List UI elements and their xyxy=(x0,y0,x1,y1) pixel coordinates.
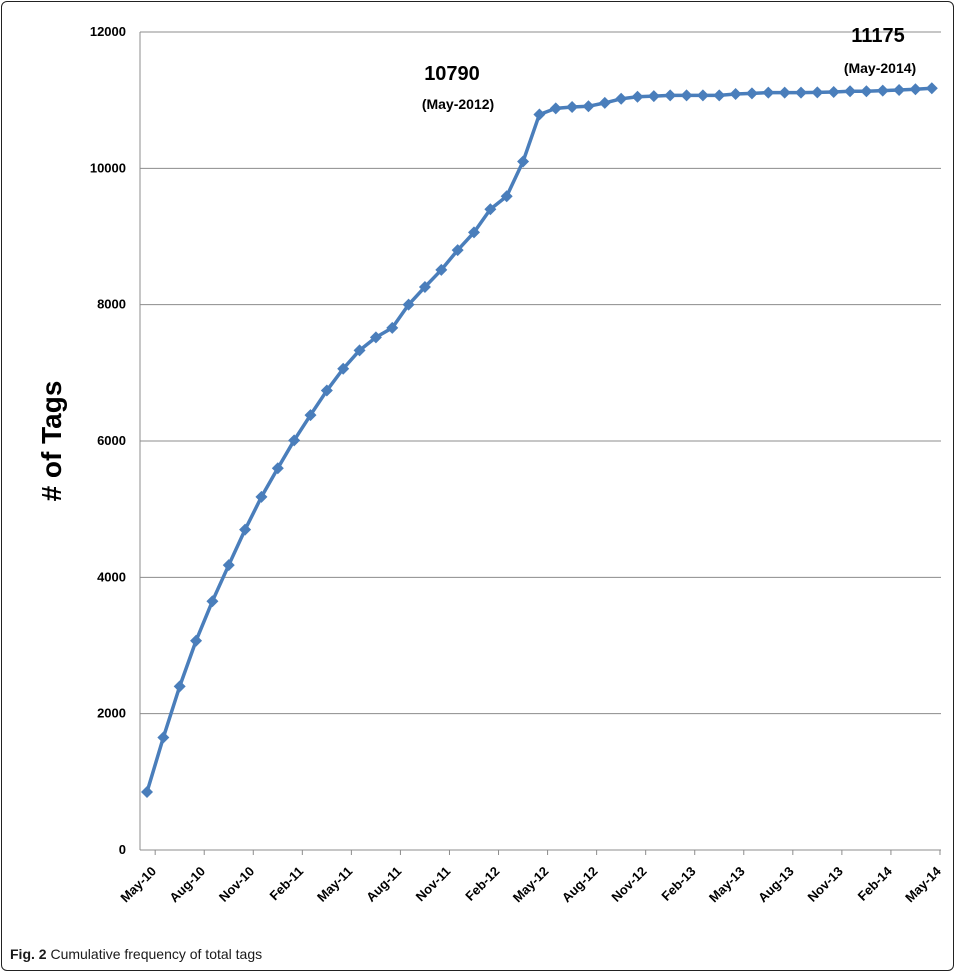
data-point xyxy=(435,263,448,276)
y-tick-label: 2000 xyxy=(97,706,126,721)
data-point xyxy=(141,786,153,799)
x-tick-label: May-12 xyxy=(510,864,552,906)
data-point xyxy=(288,434,301,447)
x-tick-label: Nov-12 xyxy=(608,864,649,905)
data-point xyxy=(566,100,579,113)
x-tick-label: Aug-13 xyxy=(755,864,797,906)
x-tick-label: May-14 xyxy=(902,863,944,905)
data-point xyxy=(860,85,873,98)
data-point xyxy=(827,85,840,98)
data-point xyxy=(353,344,366,357)
data-point xyxy=(582,100,595,113)
y-tick-label: 12000 xyxy=(90,24,126,39)
data-point xyxy=(664,89,677,102)
data-point xyxy=(909,83,922,96)
data-point xyxy=(795,86,807,99)
x-tick-label: Feb-13 xyxy=(658,864,698,904)
data-point xyxy=(647,90,660,103)
x-tick-label: May-11 xyxy=(314,864,355,905)
data-point xyxy=(598,96,611,109)
data-point xyxy=(451,244,464,257)
data-point xyxy=(811,86,824,99)
data-point xyxy=(304,409,317,422)
x-tick-label: Feb-11 xyxy=(267,864,307,904)
series-line xyxy=(145,86,932,793)
data-point xyxy=(615,92,628,105)
data-point xyxy=(778,86,791,99)
data-point xyxy=(729,88,742,101)
data-point xyxy=(468,226,480,239)
data-point xyxy=(549,102,562,115)
y-tick-label: 10000 xyxy=(90,160,126,175)
y-tick-label: 8000 xyxy=(97,297,126,312)
data-point xyxy=(173,680,186,693)
data-point xyxy=(157,731,170,744)
data-point xyxy=(190,634,203,647)
data-point xyxy=(271,462,284,475)
data-point xyxy=(893,83,906,96)
data-point xyxy=(402,298,415,311)
data-point xyxy=(713,89,726,102)
data-point xyxy=(222,559,235,572)
data-point xyxy=(320,384,333,397)
x-tick-label: Aug-11 xyxy=(363,864,404,905)
data-point xyxy=(762,86,775,99)
caption-text: Cumulative frequency of total tags xyxy=(50,946,263,962)
caption-label: Fig. 2 xyxy=(10,946,47,962)
data-point xyxy=(925,82,938,95)
annotation-date: (May-2012) xyxy=(422,96,494,112)
data-point xyxy=(696,89,709,102)
x-tick-label: Nov-13 xyxy=(805,864,846,905)
y-tick-label: 4000 xyxy=(97,569,126,584)
data-point xyxy=(255,490,268,503)
x-tick-label: Nov-11 xyxy=(413,864,454,905)
data-point xyxy=(206,595,219,608)
x-tick-label: Nov-10 xyxy=(216,864,257,905)
y-axis-title: # of Tags xyxy=(36,381,67,502)
data-point xyxy=(517,155,530,168)
data-point xyxy=(844,85,857,98)
x-tick-label: Aug-10 xyxy=(166,864,208,906)
y-tick-label: 0 xyxy=(119,842,126,857)
y-tick-label: 6000 xyxy=(97,433,126,448)
x-tick-label: Feb-12 xyxy=(462,864,502,904)
data-point xyxy=(337,362,350,375)
x-tick-label: Feb-14 xyxy=(855,863,896,904)
data-point xyxy=(876,84,889,97)
x-tick-label: Aug-12 xyxy=(559,864,601,906)
data-point xyxy=(369,331,382,344)
data-point xyxy=(500,190,513,203)
annotation-date: (May-2014) xyxy=(844,60,916,76)
data-point xyxy=(631,90,644,103)
data-point xyxy=(533,108,546,121)
data-point xyxy=(745,87,758,100)
x-tick-label: May-10 xyxy=(117,864,159,906)
data-point xyxy=(239,523,252,536)
x-tick-label: May-13 xyxy=(706,864,748,906)
data-point xyxy=(680,89,693,102)
figure-caption: Fig. 2 Cumulative frequency of total tag… xyxy=(10,946,262,962)
data-point xyxy=(386,321,399,334)
data-point xyxy=(418,280,431,293)
annotation-value: 11175 xyxy=(851,25,904,47)
data-point xyxy=(484,203,497,216)
annotation-value: 10790 xyxy=(424,63,480,85)
